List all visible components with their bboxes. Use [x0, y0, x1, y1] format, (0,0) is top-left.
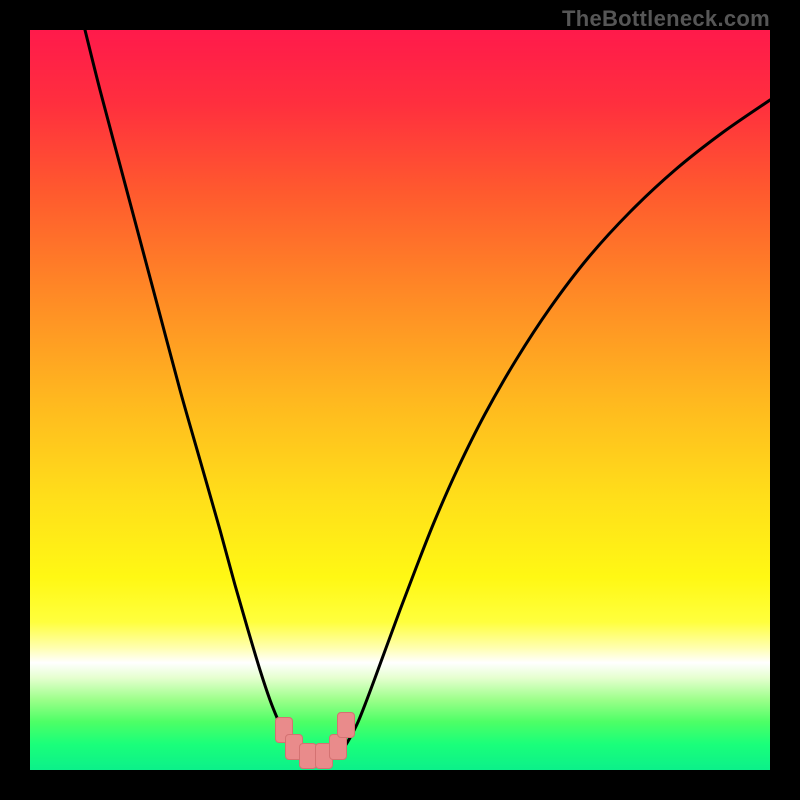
- markers-layer: [0, 0, 800, 800]
- stage: TheBottleneck.com: [0, 0, 800, 800]
- trough-marker: [337, 712, 355, 738]
- watermark-text: TheBottleneck.com: [562, 6, 770, 32]
